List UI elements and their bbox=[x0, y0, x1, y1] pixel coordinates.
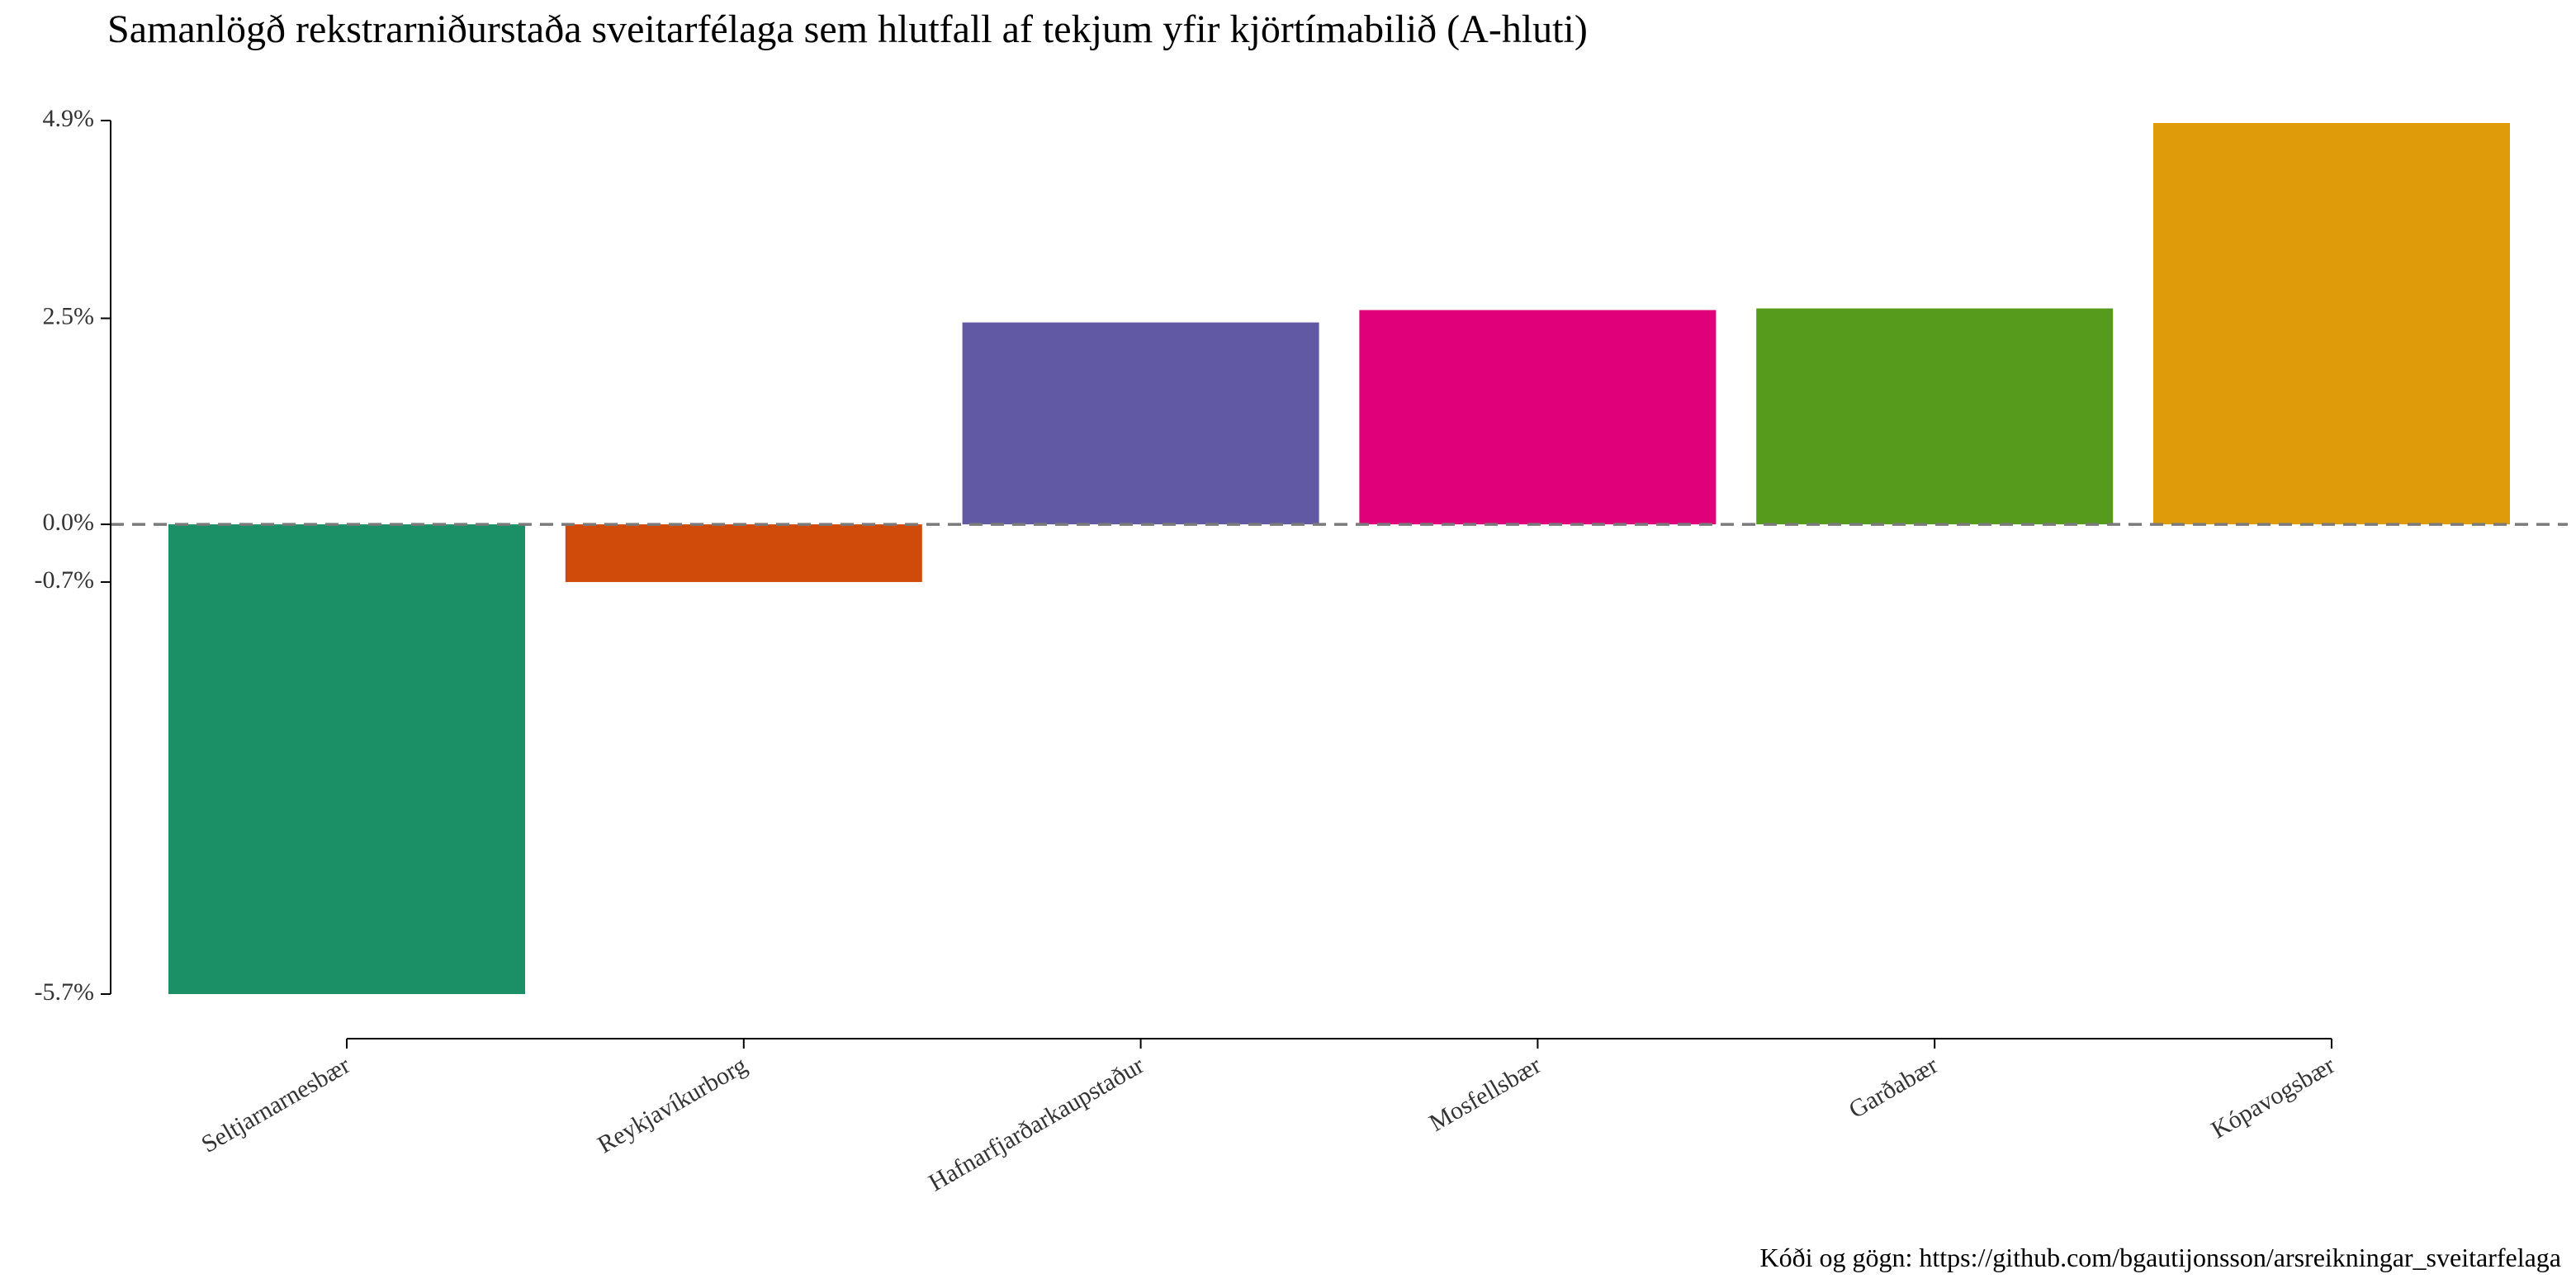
chart-caption: Kóði og gögn: https://github.com/bgautij… bbox=[1759, 1243, 2562, 1272]
y-tick-label: 4.9% bbox=[43, 105, 95, 132]
y-tick-label: 0.0% bbox=[43, 509, 95, 536]
bar-Kópavogsbær bbox=[2153, 122, 2510, 525]
y-axis: 4.9% 2.5% 0.0% -0.7% -5.7% bbox=[35, 105, 111, 1006]
x-tick-label: Kópavogsbær bbox=[2207, 1051, 2340, 1144]
y-tick-label: -0.7% bbox=[35, 566, 94, 594]
x-tick-label: Mosfellsbær bbox=[1424, 1051, 1545, 1137]
x-tick-label: Hafnarfjarðarkaupstaður bbox=[924, 1051, 1148, 1196]
bars-layer bbox=[168, 122, 2510, 994]
bar-Hafnarfjarðarkaupstaður bbox=[962, 322, 1319, 525]
bar-Garðabær bbox=[1756, 308, 2114, 525]
bar-Mosfellsbær bbox=[1359, 310, 1717, 525]
x-tick-label: Garðabær bbox=[1844, 1051, 1943, 1124]
x-tick-label: Seltjarnarnesbær bbox=[197, 1051, 354, 1158]
y-tick-label: 2.5% bbox=[43, 302, 95, 329]
bar-Seltjarnarnesbær bbox=[168, 524, 525, 994]
x-tick-label: Reykjavíkurborg bbox=[593, 1051, 751, 1158]
chart-title: Samanlögð rekstrarniðurstaða sveitarféla… bbox=[107, 7, 1588, 51]
bar-Reykjavíkurborg bbox=[565, 524, 922, 582]
y-tick-label: -5.7% bbox=[35, 978, 94, 1006]
x-axis: Seltjarnarnesbær Reykjavíkurborg Hafnarfja… bbox=[197, 1038, 2340, 1196]
